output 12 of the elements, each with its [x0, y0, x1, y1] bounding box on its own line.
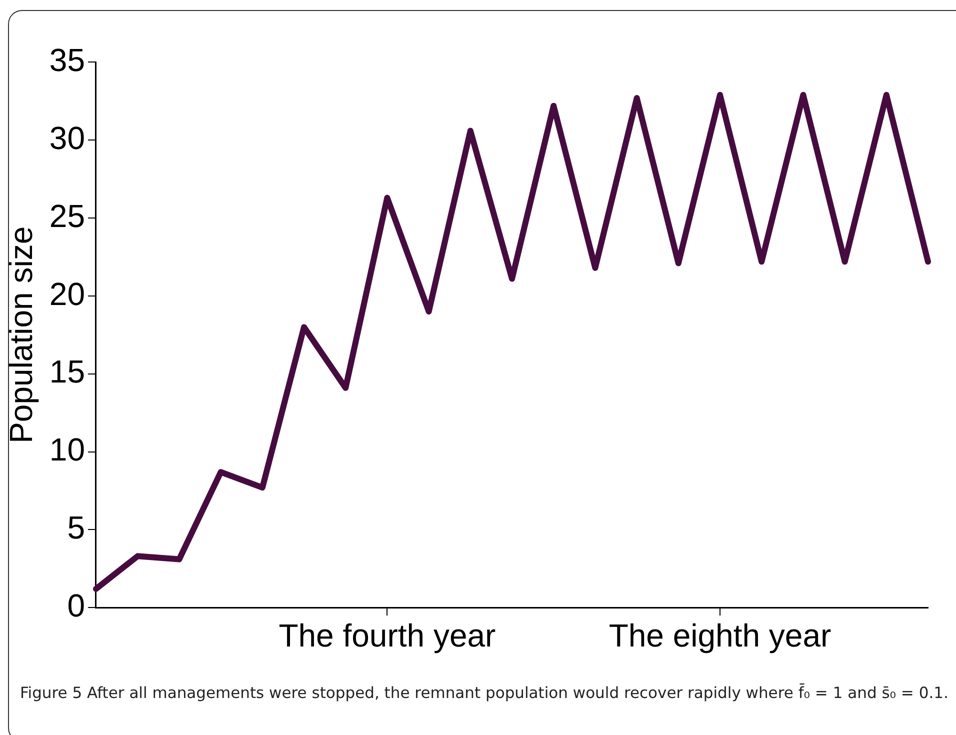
- y-tick-label: 25: [49, 198, 85, 234]
- y-tick-label: 10: [49, 432, 85, 468]
- y-tick-label: 15: [49, 354, 85, 390]
- y-tick-label: 5: [67, 510, 85, 546]
- x-tick-label: The fourth year: [278, 618, 496, 654]
- x-tick-label: The eighth year: [608, 618, 832, 654]
- y-tick-label: 0: [67, 587, 85, 624]
- y-tick-label: 35: [49, 42, 85, 78]
- y-tick-label: 30: [49, 120, 85, 156]
- y-axis-title: Population size: [3, 226, 40, 444]
- y-tick-label: 20: [49, 276, 85, 312]
- caption: Figure 5 After all managements were stopped, the remnant population would recover rapidly where f̄₀ = 1 and s̄₀ = 0.1.: [20, 683, 950, 703]
